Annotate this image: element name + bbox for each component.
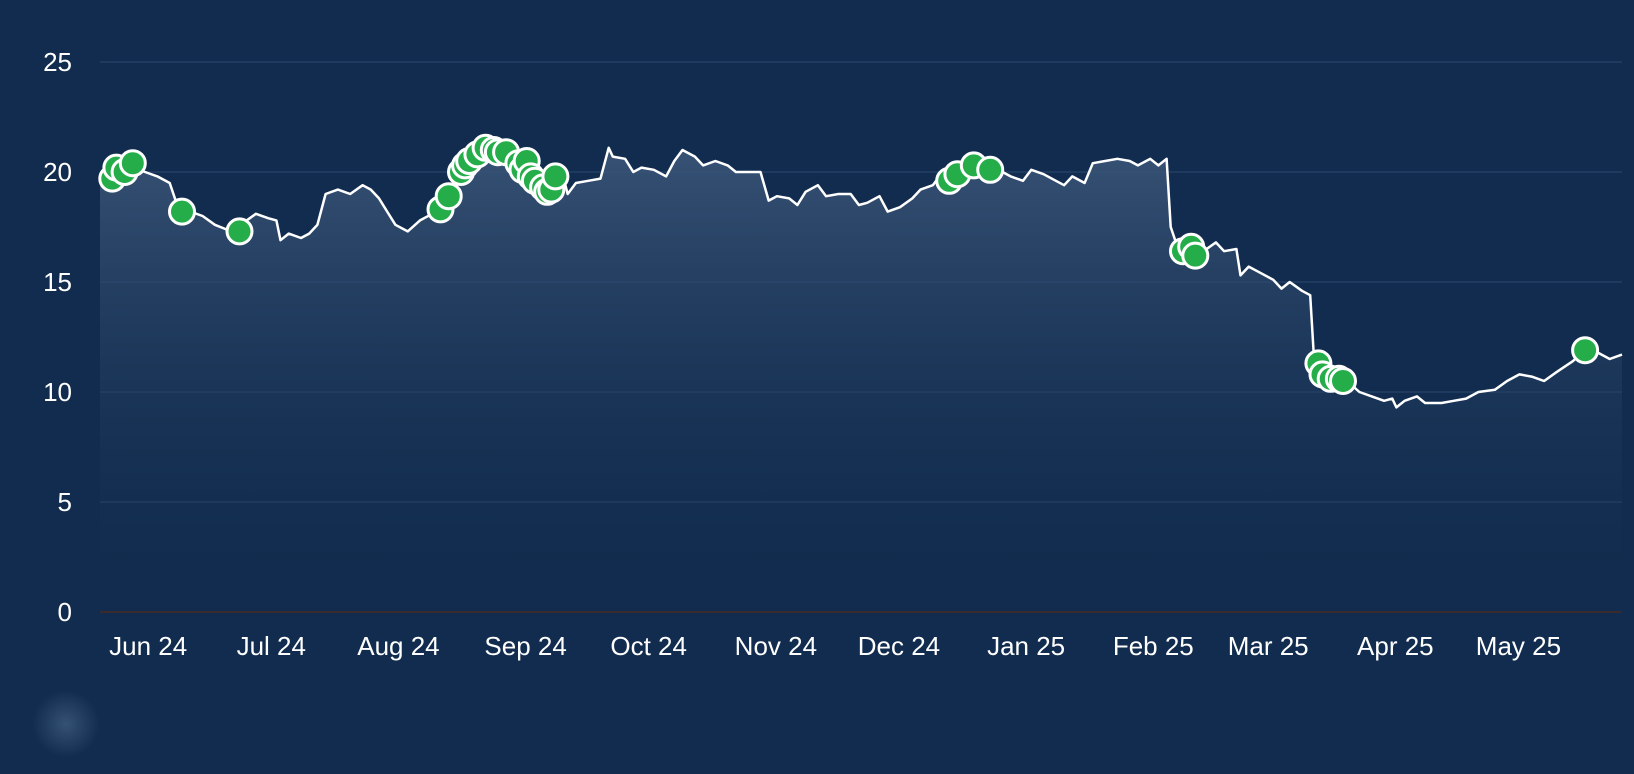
trade-marker[interactable]: [434, 182, 463, 211]
y-tick-label: 5: [58, 487, 72, 517]
x-tick-label: Sep 24: [484, 631, 566, 661]
trade-marker[interactable]: [1329, 367, 1357, 395]
y-tick-label: 25: [43, 47, 72, 77]
x-tick-label: Mar 25: [1228, 631, 1309, 661]
x-tick-label: Nov 24: [735, 631, 817, 661]
y-tick-label: 20: [43, 157, 72, 187]
x-tick-label: Oct 24: [610, 631, 687, 661]
trade-marker[interactable]: [168, 197, 196, 226]
trade-marker[interactable]: [541, 162, 570, 191]
x-tick-label: Jan 25: [987, 631, 1065, 661]
x-tick-label: Apr 25: [1357, 631, 1434, 661]
x-tick-label: Feb 25: [1113, 631, 1194, 661]
trade-marker[interactable]: [225, 217, 254, 246]
x-tick-label: Jul 24: [237, 631, 306, 661]
x-tick-label: Dec 24: [858, 631, 940, 661]
x-tick-label: May 25: [1476, 631, 1561, 661]
price-area-fill: [100, 147, 1622, 613]
trade-marker[interactable]: [976, 155, 1005, 184]
trade-marker[interactable]: [1571, 336, 1600, 365]
y-tick-label: 0: [58, 597, 72, 627]
trade-marker[interactable]: [118, 149, 147, 178]
trade-marker[interactable]: [1181, 241, 1210, 270]
x-tick-label: Jun 24: [109, 631, 187, 661]
x-axis: Jun 24 Jul 24 Aug 24 Sep 24 Oct 24 Nov 24 Dec …: [109, 631, 1561, 661]
x-tick-label: Aug 24: [357, 631, 439, 661]
corner-glow: [32, 690, 100, 758]
y-tick-label: 10: [43, 377, 72, 407]
y-tick-label: 15: [43, 267, 72, 297]
trade-markers: [98, 133, 1600, 395]
y-axis: 0 5 10 15 20 25: [43, 47, 72, 627]
